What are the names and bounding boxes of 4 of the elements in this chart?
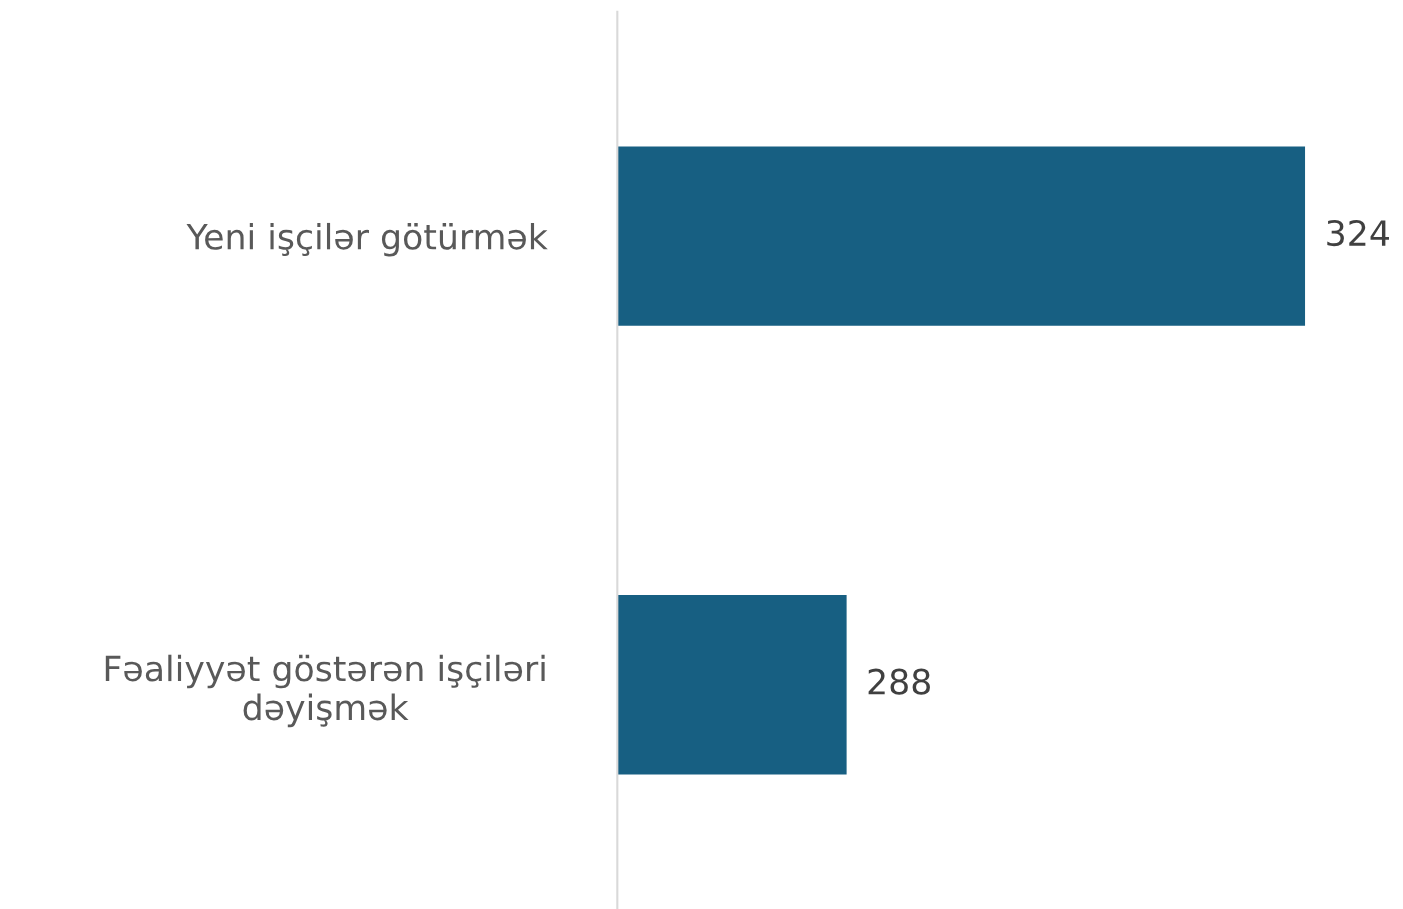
data-label: 324	[1327, 219, 1389, 247]
y-tick-label: Fəaliyyət göstərən işçiləri dəyişmək	[105, 654, 545, 728]
data-label: 288	[868, 668, 930, 695]
y-tick-label: Yeni işçilər götürmək	[186, 222, 548, 257]
